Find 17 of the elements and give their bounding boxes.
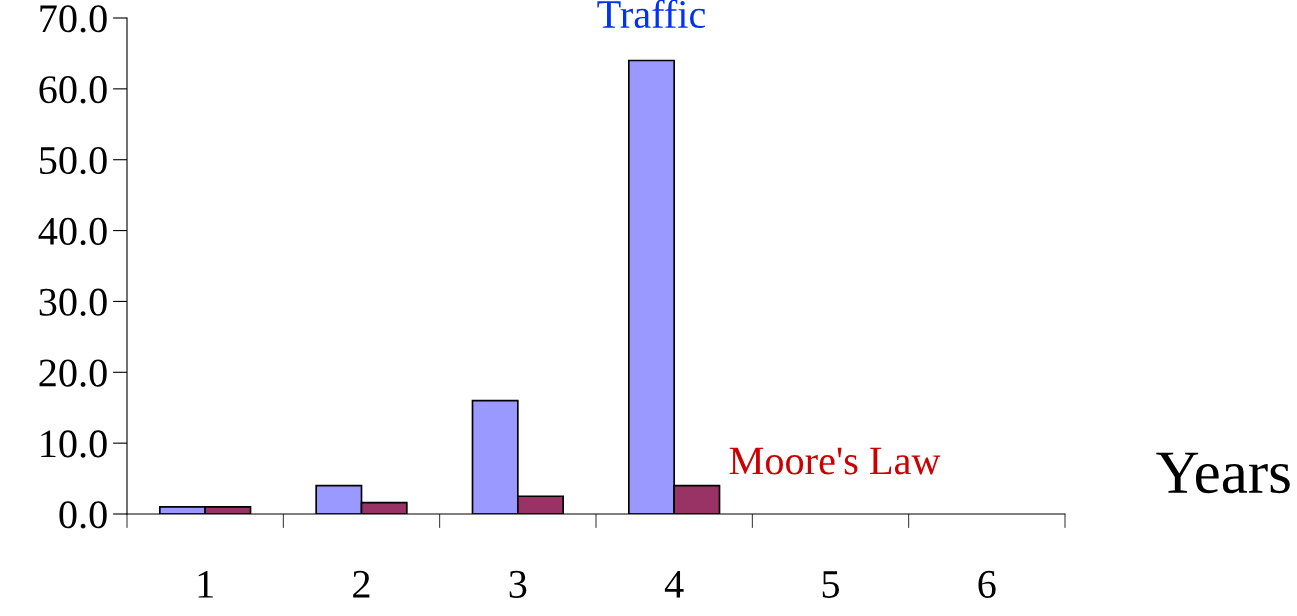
x-tick-label: 4 — [664, 570, 684, 598]
x-tick-label: 6 — [978, 570, 996, 598]
y-tick-label: 10.0 — [41, 430, 107, 458]
y-tick-label: 70.0 — [40, 5, 107, 33]
x-tick-label: 2 — [353, 570, 370, 598]
x-tick-label: 3 — [509, 570, 527, 598]
y-tick-label: 60.0 — [39, 76, 107, 104]
series-label: Moore's Law — [729, 447, 941, 475]
y-tick-label: 50.0 — [40, 146, 107, 175]
x-tick-label: 5 — [822, 571, 839, 598]
x-tick-label: 1 — [198, 570, 213, 598]
y-tick-label: 40.0 — [38, 217, 107, 246]
series-label: Traffic — [597, 0, 706, 29]
y-tick-label: 30.0 — [39, 288, 107, 316]
y-tick-label: 20.0 — [39, 359, 107, 387]
x-axis-title: Years — [1156, 452, 1290, 494]
y-tick-label: 0.0 — [59, 501, 107, 529]
